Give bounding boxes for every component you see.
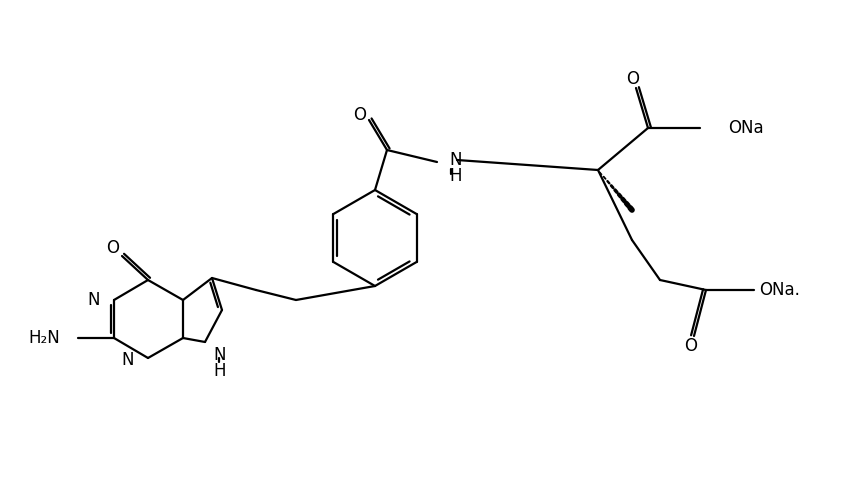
Text: O: O <box>106 239 119 257</box>
Text: O: O <box>626 70 639 88</box>
Text: ONa.: ONa. <box>759 281 800 299</box>
Text: H: H <box>213 362 226 380</box>
Text: O: O <box>353 106 366 124</box>
Text: N: N <box>122 351 134 369</box>
Text: N: N <box>213 346 226 364</box>
Text: N: N <box>87 291 100 309</box>
Text: H₂N: H₂N <box>29 329 60 347</box>
Text: O: O <box>684 337 697 355</box>
Text: ONa: ONa <box>728 119 764 137</box>
Text: H: H <box>449 167 461 185</box>
Text: N: N <box>449 151 461 169</box>
